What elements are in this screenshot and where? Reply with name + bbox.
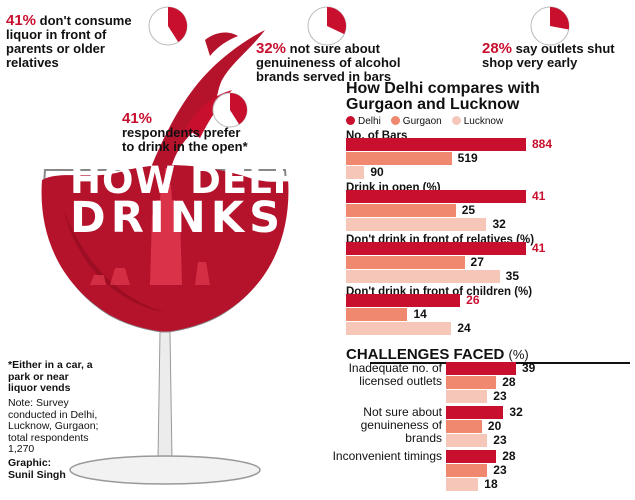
legend-lucknow: Lucknow xyxy=(451,116,503,127)
stat-pie-1 xyxy=(148,6,188,46)
compare-value-label: 24 xyxy=(457,321,471,335)
glass-base xyxy=(69,455,261,485)
challenge-bar xyxy=(446,362,516,375)
compare-value-label: 884 xyxy=(532,137,553,151)
compare-value-label: 41 xyxy=(532,189,546,203)
compare-value-label: 26 xyxy=(466,293,480,307)
challenge-value-label: 20 xyxy=(487,419,502,433)
stat-pie-4 xyxy=(212,92,248,128)
compare-bar xyxy=(346,190,526,203)
stat-pie-3 xyxy=(530,6,570,46)
chart-legend: Delhi Gurgaon Lucknow xyxy=(346,116,503,127)
stat-text-3: 28% say outlets shut shop very early xyxy=(482,40,622,70)
compare-value-label: 32 xyxy=(492,217,506,231)
stat-desc-1: don't consume liquor in front of parents… xyxy=(6,13,132,70)
compare-bar xyxy=(346,166,365,179)
compare-value-label: 41 xyxy=(532,241,546,255)
challenge-value-label: 23 xyxy=(493,389,507,403)
challenge-bar xyxy=(446,434,488,447)
challenge-value-label: 18 xyxy=(484,477,498,491)
compare-value-label: 90 xyxy=(370,165,384,179)
compare-bar xyxy=(346,138,526,151)
stat-text-1: 41% don't consume liquor in front of par… xyxy=(6,12,141,70)
stat-desc-3: say outlets shut shop very early xyxy=(482,41,615,70)
stat-text-2: 32% not sure about genuineness of alcoho… xyxy=(256,40,446,84)
challenge-category-label: Not sure about genuineness of brands xyxy=(360,405,442,445)
challenges-title-wrap: CHALLENGES FACED (%) xyxy=(346,346,529,363)
compare-value-label: 14 xyxy=(413,307,427,321)
challenge-value-label: 23 xyxy=(493,463,507,477)
compare-bar xyxy=(346,152,452,165)
main-title-line2: DRINKS xyxy=(70,193,286,243)
compare-value-label: 35 xyxy=(505,269,520,283)
challenge-bar xyxy=(446,420,482,433)
compare-bar xyxy=(346,242,526,255)
survey-note: Note: Survey conducted in Delhi, Lucknow… xyxy=(8,397,99,455)
stat-pct-2: 32% xyxy=(256,40,287,57)
stat-pct-4: 41% xyxy=(122,110,153,127)
challenge-category-label: Inconvenient timings xyxy=(332,449,442,463)
challenges-title: CHALLENGES FACED xyxy=(346,346,505,363)
challenge-value-label: 39 xyxy=(522,361,536,375)
challenge-bar xyxy=(446,376,497,389)
stat-desc-4: respondents prefer to drink in the open* xyxy=(122,125,248,154)
wine-splash xyxy=(150,30,265,170)
credit-label: Graphic: xyxy=(8,457,52,469)
compare-value-label: 27 xyxy=(470,255,484,269)
compare-title-2: Gurgaon and Lucknow xyxy=(346,96,520,113)
glass-stem xyxy=(157,331,173,461)
challenge-value-label: 32 xyxy=(509,405,523,419)
wine-glass-illustration xyxy=(41,30,289,485)
challenge-value-label: 23 xyxy=(493,433,507,447)
challenge-value-label: 28 xyxy=(502,449,516,463)
stat-desc-2: not sure about genuineness of alcohol br… xyxy=(256,41,401,84)
challenge-bar xyxy=(446,478,479,491)
footnote: *Either in a car, a park or near liquor … xyxy=(8,359,93,394)
compare-bar xyxy=(346,322,452,335)
compare-title-1: How Delhi compares with xyxy=(346,80,540,97)
challenge-value-label: 28 xyxy=(502,375,516,389)
compare-bar xyxy=(346,204,456,217)
compare-value-label: 519 xyxy=(457,151,478,165)
compare-bar xyxy=(346,270,500,283)
qutub-minar-silhouette xyxy=(150,168,182,285)
compare-bar xyxy=(346,218,487,231)
challenge-bar xyxy=(446,406,504,419)
challenges-unit: (%) xyxy=(508,347,529,362)
stat-pie-2 xyxy=(307,6,347,46)
compare-bar xyxy=(346,294,461,307)
legend-gurgaon: Gurgaon xyxy=(390,116,442,127)
challenge-bar xyxy=(446,464,488,477)
challenge-bar xyxy=(446,450,497,463)
challenge-bar xyxy=(446,390,488,403)
compare-bar xyxy=(346,256,465,269)
compare-bar xyxy=(346,308,408,321)
compare-value-label: 25 xyxy=(461,203,476,217)
legend-delhi: Delhi xyxy=(346,116,381,127)
stat-text-4: 41% respondents prefer to drink in the o… xyxy=(122,110,252,154)
credit-name: Sunil Singh xyxy=(8,469,66,481)
stat-pct-1: 41% xyxy=(6,12,37,29)
stat-pct-3: 28% xyxy=(482,40,513,57)
main-title-line1: HOW DELHI xyxy=(70,159,320,202)
challenge-category-label: Inadequate no. of licensed outlets xyxy=(348,361,442,388)
